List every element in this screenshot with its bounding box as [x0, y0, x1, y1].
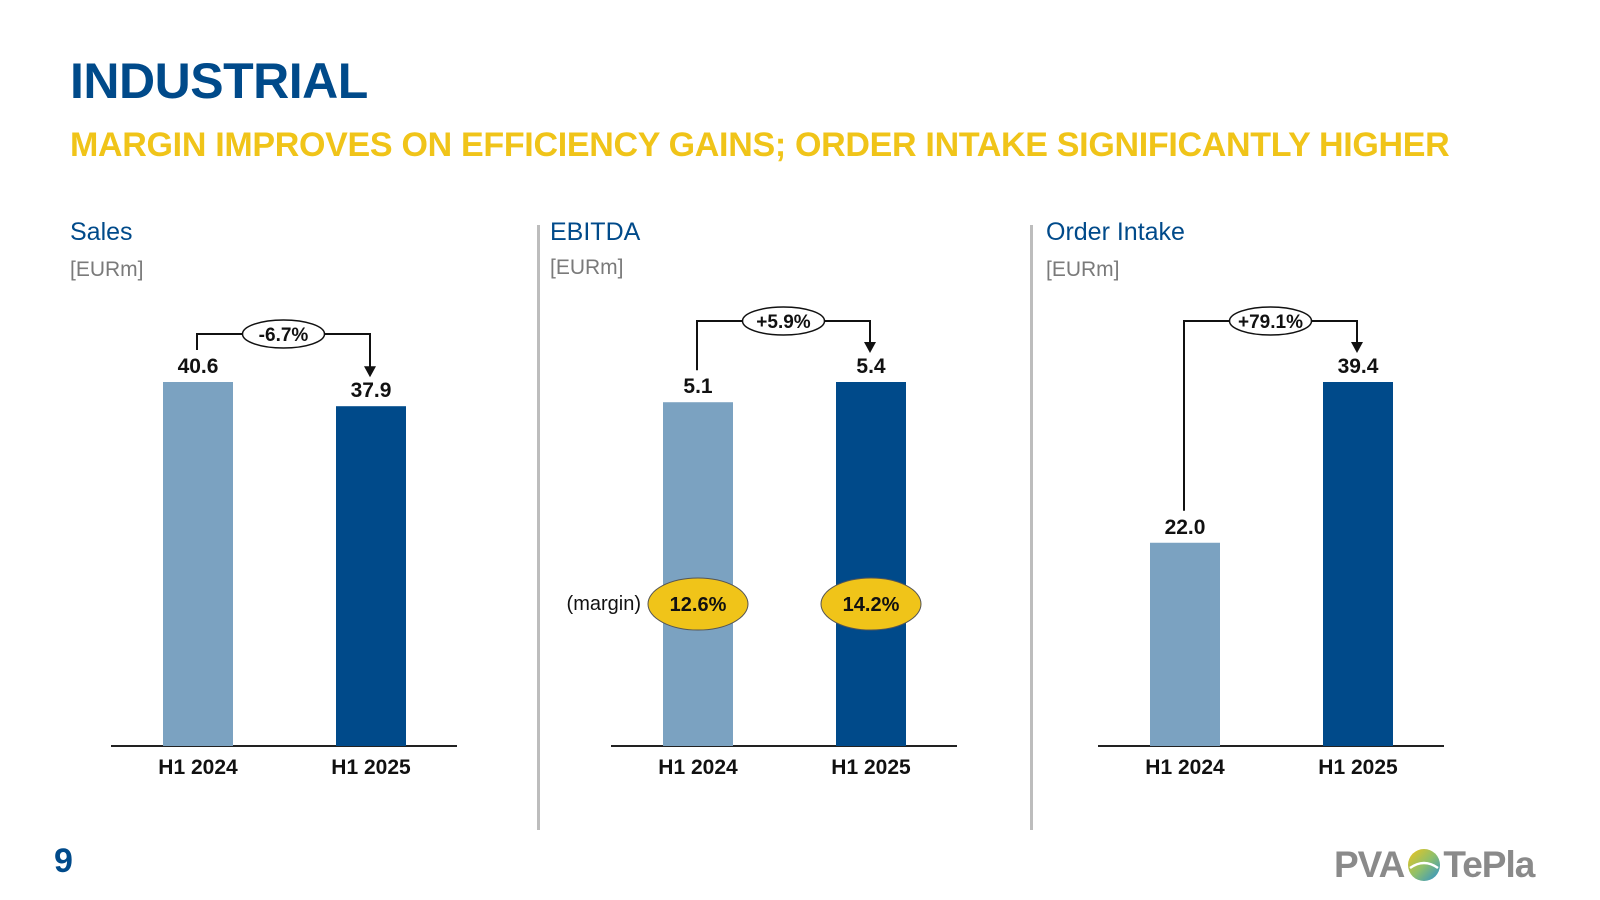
ebitda-bar — [663, 402, 733, 746]
sales-unit-label: [EURm] — [70, 258, 144, 281]
order-intake-change-label: +79.1% — [1238, 312, 1303, 333]
order-intake-change-badge — [1228, 306, 1313, 336]
ebitda-margin-badge — [647, 577, 749, 631]
page-title: INDUSTRIAL — [70, 53, 368, 109]
ebitda-bar — [836, 382, 906, 746]
order-intake-bar — [1150, 542, 1220, 746]
ebitda-chart-title: EBITDA — [550, 218, 641, 246]
order-intake-category-label: H1 2025 — [1318, 756, 1398, 779]
ebitda-margin-caption: (margin) — [567, 593, 641, 615]
ebitda-margin-badge — [820, 577, 922, 631]
bar-charts: 40.6 H1 2024 37.9 H1 2025 -6.7% 5.1 H1 2024 5.4… — [111, 306, 1444, 779]
sales-value-label: 40.6 — [178, 355, 219, 378]
order-intake-unit-label: [EURm] — [1046, 258, 1120, 281]
sales-change-label: -6.7% — [259, 325, 309, 346]
sales-bar — [163, 382, 233, 746]
ebitda-category-label: H1 2025 — [831, 756, 911, 779]
section-divider — [1030, 225, 1033, 830]
sales-chart-title: Sales — [70, 218, 133, 246]
ebitda-margin-value: 12.6% — [670, 594, 727, 616]
page-number: 9 — [54, 842, 73, 880]
logo-text-right: TePla — [1443, 844, 1535, 885]
order-intake-chart-title: Order Intake — [1046, 218, 1185, 246]
ebitda-value-label: 5.1 — [683, 375, 713, 398]
sales-change-badge — [241, 319, 326, 349]
company-logo: PVA TePla — [1334, 844, 1535, 885]
ebitda-change-badge — [741, 306, 826, 336]
order-intake-value-label: 22.0 — [1165, 516, 1206, 539]
order-intake-category-label: H1 2024 — [1145, 756, 1225, 779]
ebitda-arrow-icon — [864, 342, 876, 353]
sales-category-label: H1 2025 — [331, 756, 411, 779]
sales-arrow-icon — [364, 366, 376, 378]
ebitda-value-label: 5.4 — [856, 355, 886, 378]
page-subtitle: MARGIN IMPROVES ON EFFICIENCY GAINS; ORD… — [70, 126, 1450, 164]
section-divider — [537, 225, 540, 830]
ebitda-change-label: +5.9% — [756, 312, 811, 333]
globe-icon — [1408, 849, 1441, 881]
ebitda-margin-value: 14.2% — [843, 594, 900, 616]
sales-value-label: 37.9 — [351, 379, 392, 402]
sales-bar — [336, 406, 406, 746]
logo-text-left: PVA — [1334, 844, 1405, 885]
order-intake-arrow-icon — [1351, 342, 1363, 353]
sales-category-label: H1 2024 — [158, 756, 238, 779]
order-intake-bar — [1323, 382, 1393, 746]
order-intake-value-label: 39.4 — [1338, 355, 1379, 378]
ebitda-category-label: H1 2024 — [658, 756, 738, 779]
ebitda-unit-label: [EURm] — [550, 256, 624, 279]
